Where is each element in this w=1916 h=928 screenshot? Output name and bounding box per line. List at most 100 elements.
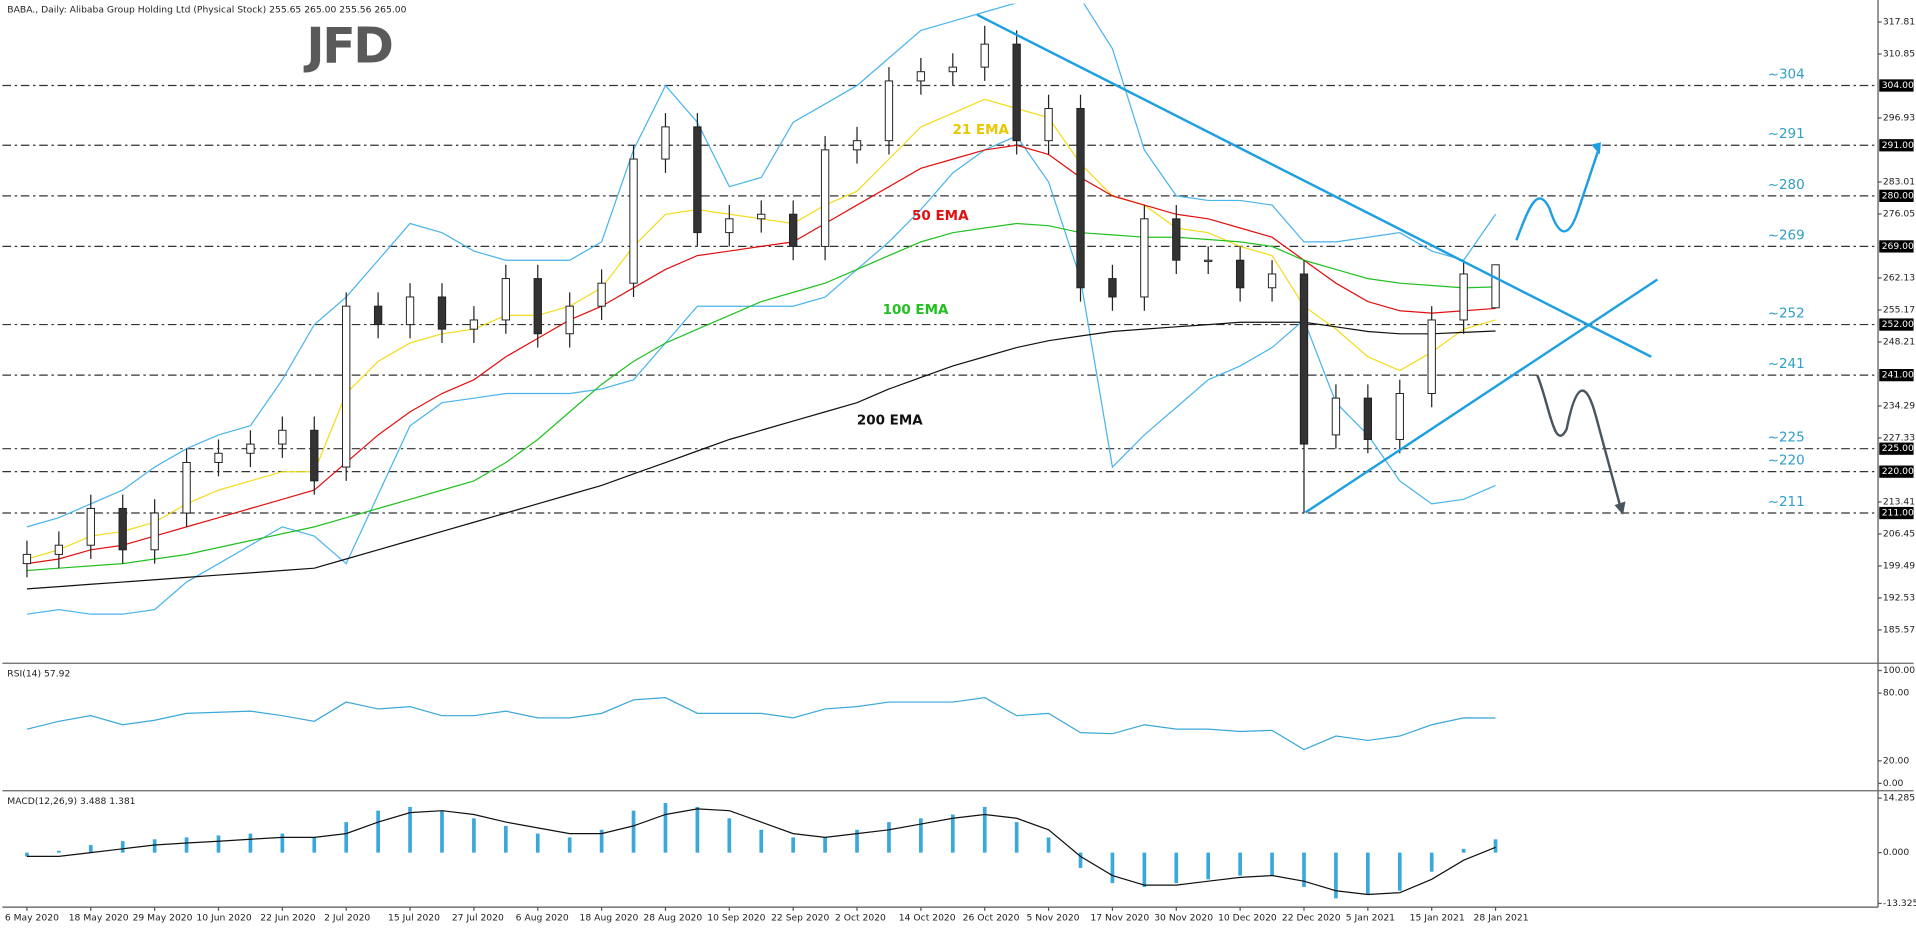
- candle-body: [533, 278, 542, 335]
- macd-bar: [919, 818, 923, 853]
- arrowhead: [1614, 501, 1626, 515]
- level-label: ~211: [1768, 494, 1805, 510]
- candle-body: [980, 43, 989, 68]
- level-tag: [1879, 318, 1914, 331]
- ema-label: 100 EMA: [883, 302, 949, 318]
- y-tick-label: 0.00: [1883, 778, 1904, 789]
- candle-body: [1459, 273, 1468, 321]
- level-tag-label: 252.00: [1882, 319, 1914, 330]
- level-tag-label: 211.00: [1882, 508, 1914, 519]
- rsi-header: RSI(14) 57.92: [7, 669, 70, 680]
- x-tick-label: 30 Nov 2020: [1154, 913, 1213, 924]
- x-tick-label: 22 Jun 2020: [260, 913, 315, 924]
- macd-bar: [1014, 822, 1019, 853]
- analyst-drawings: [976, 13, 1659, 515]
- y-tick-label: 234.29: [1883, 400, 1915, 411]
- level-tag-label: 220.00: [1882, 466, 1914, 477]
- macd-bar: [1174, 852, 1179, 884]
- y-tick-label: 310.85: [1883, 49, 1915, 60]
- candle-body: [86, 507, 95, 546]
- logo: JFD: [303, 17, 392, 75]
- macd-bar: [567, 837, 572, 853]
- level-tag: [1879, 506, 1914, 520]
- candle-body: [948, 66, 957, 73]
- ema-label: 200 EMA: [857, 412, 923, 428]
- resistance-trendline: [976, 13, 1652, 358]
- level-label: ~304: [1768, 66, 1805, 82]
- candle-body: [1299, 273, 1309, 445]
- candle-body: [469, 319, 479, 330]
- candle-body: [757, 213, 766, 220]
- candle-body: [565, 305, 574, 335]
- y-tick-label: 262.13: [1883, 272, 1915, 283]
- macd-bar: [184, 837, 189, 853]
- macd-bar: [1206, 852, 1211, 880]
- macd-bar: [344, 822, 349, 853]
- candle-body: [820, 149, 830, 247]
- level-tag: [1879, 79, 1914, 92]
- y-tick-label: 227.33: [1883, 432, 1915, 443]
- candle-body: [437, 296, 447, 330]
- arrowhead: [1591, 142, 1601, 155]
- candle-body: [405, 296, 415, 326]
- x-tick-label: 10 Sep 2020: [707, 913, 765, 924]
- macd-bar: [1142, 852, 1147, 887]
- x-tick-label: 2 Jul 2020: [324, 913, 370, 924]
- x-tick-label: 28 Jan 2021: [1473, 913, 1528, 924]
- y-tick-label: 20.00: [1883, 755, 1909, 766]
- candle-body: [1235, 259, 1245, 289]
- level-label: ~225: [1768, 430, 1805, 446]
- candle-body: [693, 126, 702, 234]
- macd-bar: [440, 810, 444, 853]
- level-tag: [1879, 465, 1914, 478]
- y-tick-label: 317.81: [1883, 17, 1915, 28]
- ema-label: 50 EMA: [912, 208, 969, 224]
- candle-body: [1140, 218, 1149, 298]
- y-tick-label: 255.17: [1883, 304, 1915, 315]
- x-tick-label: 10 Jun 2020: [196, 913, 251, 924]
- ema-line: [26, 144, 1496, 565]
- candle-body: [214, 452, 223, 463]
- x-tick-label: 22 Sep 2020: [771, 913, 829, 924]
- candle-body: [661, 126, 670, 160]
- x-tick-label: 6 May 2020: [5, 913, 59, 924]
- level-tag-label: 291.00: [1882, 140, 1914, 151]
- macd-bar: [1493, 839, 1498, 853]
- candle-body: [884, 80, 894, 142]
- candle-body: [310, 429, 319, 482]
- x-tick-label: 5 Nov 2020: [1027, 913, 1080, 924]
- x-tick-label: 6 Aug 2020: [516, 913, 569, 924]
- bearish-scenario-arrow: [1536, 374, 1622, 508]
- candle-body: [597, 282, 606, 307]
- bullish-scenario-arrow: [1515, 149, 1600, 241]
- macd-bar: [599, 829, 604, 853]
- macd-bar: [823, 837, 827, 853]
- y-tick-label: 248.21: [1883, 336, 1915, 347]
- macd-bar: [1270, 852, 1274, 876]
- macd-bar: [152, 839, 157, 853]
- macd-bar: [982, 806, 987, 853]
- x-tick-label: 28 Aug 2020: [643, 913, 702, 924]
- macd-bar: [1461, 848, 1466, 853]
- y-tick-label: 14.285: [1883, 793, 1915, 804]
- x-tick-label: 10 Dec 2020: [1218, 913, 1277, 924]
- macd-bar: [1078, 852, 1083, 868]
- macd-bar: [535, 833, 540, 853]
- candle-body: [1491, 264, 1500, 309]
- x-tick-label: 15 Jul 2020: [388, 913, 440, 924]
- candle-body: [1363, 397, 1373, 440]
- level-tag-label: 225.00: [1882, 443, 1914, 454]
- level-label: ~280: [1768, 177, 1805, 193]
- candle-body: [1108, 278, 1117, 298]
- y-tick-label: 199.49: [1883, 560, 1915, 571]
- macd-bar: [312, 837, 317, 853]
- y-tick-label: 100.00: [1883, 665, 1915, 676]
- x-tick-label: 22 Dec 2020: [1282, 913, 1341, 924]
- macd-bar: [25, 852, 29, 857]
- macd-bar: [887, 822, 891, 853]
- candle-body: [1267, 273, 1277, 289]
- macd-bar: [216, 835, 221, 853]
- macd-bar: [248, 833, 253, 853]
- candle-body: [501, 278, 511, 321]
- bollinger-band: [26, 3, 1497, 528]
